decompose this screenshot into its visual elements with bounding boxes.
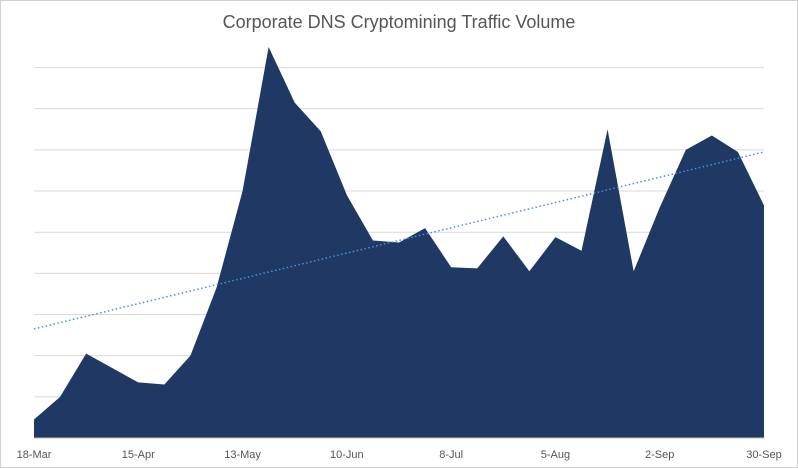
x-tick-label: 5-Aug	[541, 449, 570, 461]
x-tick-label: 8-Jul	[439, 449, 463, 461]
chart-title: Corporate DNS Cryptomining Traffic Volum…	[222, 12, 576, 32]
x-tick-label: 2-Sep	[645, 449, 674, 461]
trendline	[33, 151, 765, 330]
x-tick-label: 18-Mar	[17, 449, 52, 461]
x-tick-label: 30-Sep	[746, 449, 781, 461]
x-tick-label: 10-Jun	[330, 449, 364, 461]
x-tick-label: 15-Apr	[122, 449, 155, 461]
x-tick-label: 13-May	[224, 449, 261, 461]
area-series-traffic-volume	[34, 47, 764, 438]
